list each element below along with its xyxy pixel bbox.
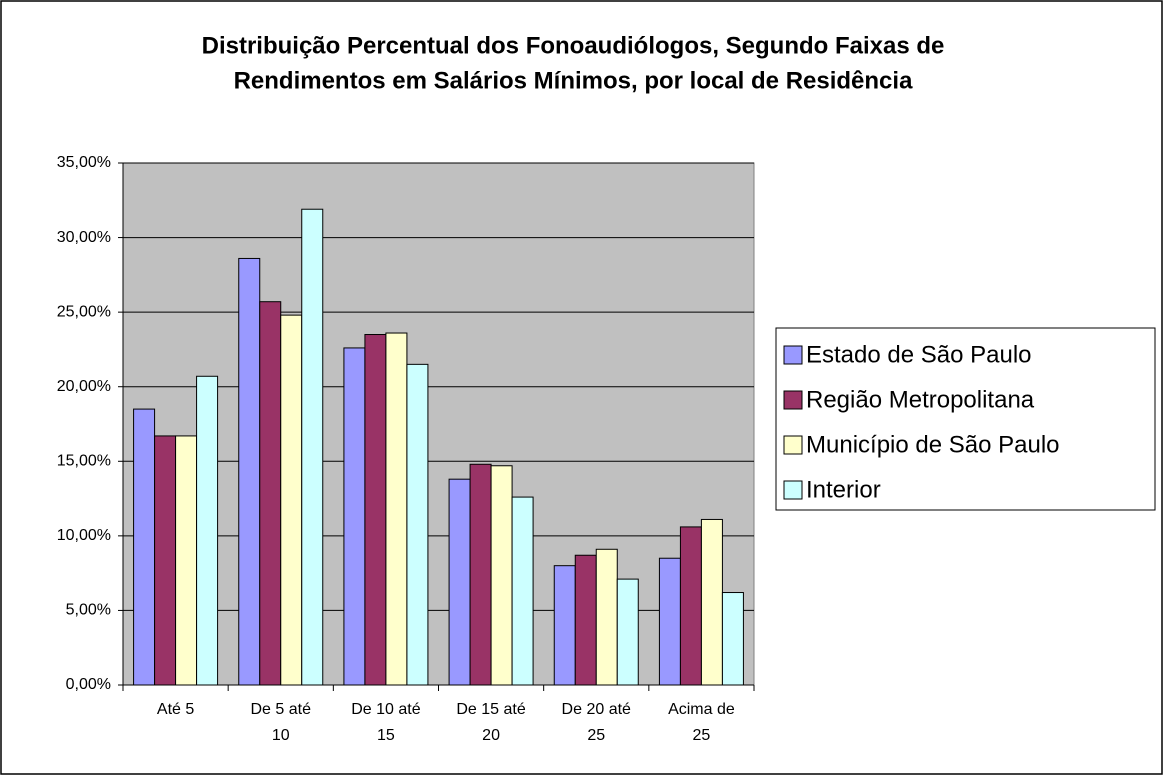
y-tick-label: 0,00% <box>66 676 111 693</box>
bar <box>448 478 471 686</box>
bar <box>406 363 429 686</box>
bar <box>469 463 492 686</box>
bar <box>511 496 534 686</box>
legend-label: Interior <box>806 476 881 503</box>
bar <box>301 208 324 686</box>
legend-label: Município de São Paulo <box>806 431 1060 458</box>
x-tick-label: De 10 até 15 <box>351 701 420 744</box>
y-tick-label: 10,00% <box>57 527 111 544</box>
bar <box>616 578 639 686</box>
y-tick-label: 20,00% <box>57 378 111 395</box>
legend-label: Região Metropolitana <box>806 386 1035 413</box>
bar <box>574 554 597 686</box>
legend-swatch <box>783 435 803 455</box>
legend-swatch <box>783 345 803 365</box>
y-tick-label: 5,00% <box>66 602 111 619</box>
bar <box>133 408 156 686</box>
chart-title: Rendimentos em Salários Mínimos, por loc… <box>234 67 914 94</box>
bar <box>700 518 723 686</box>
bar <box>385 332 408 686</box>
bar <box>238 257 261 686</box>
x-tick-label: De 20 até 25 <box>562 701 631 744</box>
x-tick-label: De 15 até 20 <box>456 701 525 744</box>
x-tick-label: Acima de 25 <box>668 701 735 744</box>
legend-swatch <box>783 390 803 410</box>
bar <box>259 301 282 686</box>
legend-box <box>775 327 1156 511</box>
chart-title: Distribuição Percentual dos Fonoaudiólog… <box>202 32 945 59</box>
bar <box>658 557 681 686</box>
plot-area <box>122 162 755 686</box>
bar <box>721 592 744 686</box>
x-tick-label: Até 5 <box>157 701 194 718</box>
bar <box>679 526 702 686</box>
bar <box>196 375 219 686</box>
bar <box>175 435 198 686</box>
bar <box>490 465 513 686</box>
bar <box>154 435 177 686</box>
y-tick-label: 15,00% <box>57 453 111 470</box>
bar <box>364 334 387 686</box>
y-tick-label: 30,00% <box>57 229 111 246</box>
bar <box>343 347 366 686</box>
y-tick-label: 35,00% <box>57 154 111 171</box>
x-tick-label: De 5 até 10 <box>251 701 312 744</box>
legend-label: Estado de São Paulo <box>806 341 1032 368</box>
y-tick-label: 25,00% <box>57 303 111 320</box>
bar <box>280 314 303 686</box>
bar <box>595 548 618 686</box>
bar <box>553 565 576 686</box>
legend-swatch <box>783 480 803 500</box>
